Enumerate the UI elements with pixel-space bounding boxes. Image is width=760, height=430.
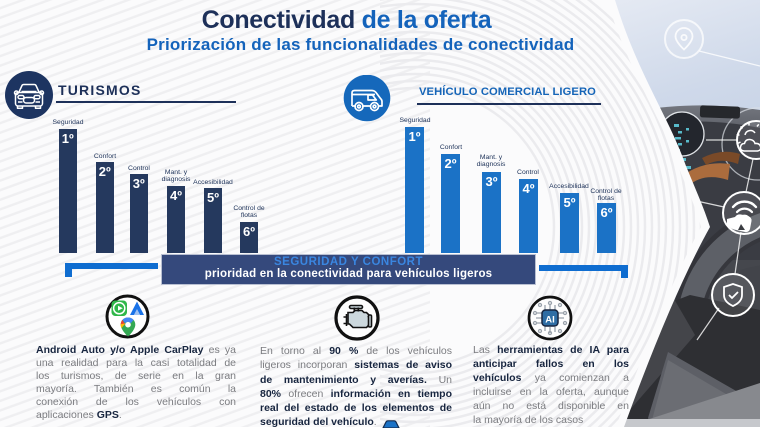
svg-text:AI: AI <box>545 315 555 326</box>
